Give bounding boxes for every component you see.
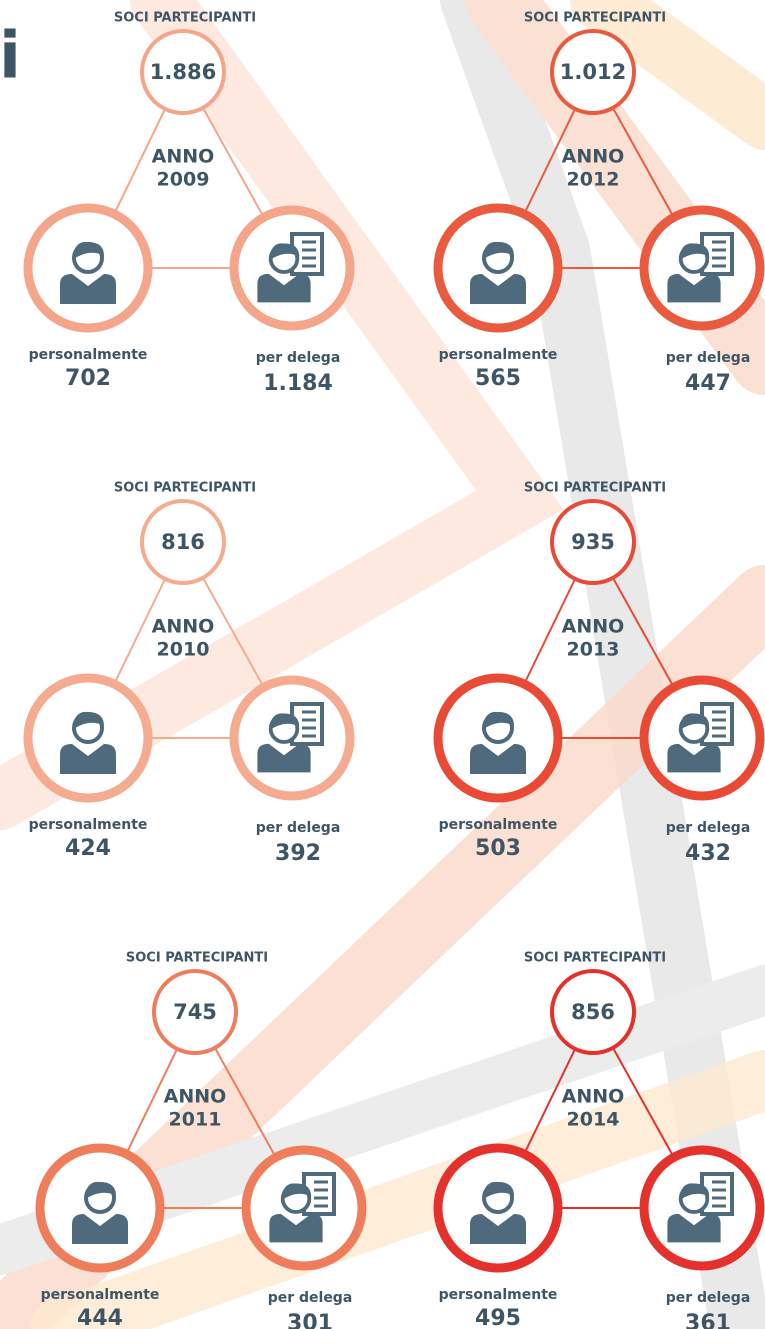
anno-label: ANNO (152, 616, 215, 638)
left-label: personalmente (41, 1287, 160, 1303)
total-value: 816 (161, 530, 205, 554)
right-label: per delega (666, 820, 751, 836)
person-hair (72, 241, 104, 260)
person-body (60, 744, 116, 774)
person-hair (268, 713, 300, 731)
year: 2013 (567, 639, 620, 661)
left-label: personalmente (439, 817, 558, 833)
person-hair (678, 243, 710, 261)
person-hair (482, 711, 514, 730)
left-label: personalmente (29, 817, 148, 833)
left-value: 702 (65, 366, 111, 391)
title-fragment: i (0, 20, 21, 94)
total-value: 856 (571, 1000, 615, 1024)
person-hair (678, 713, 710, 731)
person-body (72, 1214, 128, 1244)
heading: SOCI PARTECIPANTI (114, 481, 256, 496)
person-body (257, 273, 311, 303)
anno-label: ANNO (164, 1086, 227, 1108)
right-value: 432 (685, 841, 731, 866)
total-circle (152, 969, 238, 1055)
left-value: 503 (475, 836, 521, 861)
person-hair (482, 241, 514, 260)
total-circle (140, 29, 226, 115)
right-label: per delega (666, 1290, 751, 1306)
year: 2009 (157, 169, 210, 191)
person-body (470, 1214, 526, 1244)
left-label: personalmente (439, 347, 558, 363)
total-value: 1.012 (560, 60, 626, 84)
right-label: per delega (666, 350, 751, 366)
person-hair (268, 243, 300, 261)
person-hair (678, 1183, 710, 1201)
person-body (257, 743, 311, 773)
left-label: personalmente (29, 347, 148, 363)
year: 2010 (157, 639, 210, 661)
right-value: 447 (685, 371, 731, 396)
year: 2011 (169, 1109, 222, 1131)
person-hair (482, 1181, 514, 1200)
person-hair (84, 1181, 116, 1200)
right-label: per delega (256, 350, 341, 366)
left-label: personalmente (439, 1287, 558, 1303)
person-body (470, 274, 526, 304)
total-circle (550, 499, 636, 585)
left-value: 495 (475, 1306, 521, 1329)
person-body (667, 1213, 721, 1243)
total-value: 1.886 (150, 60, 216, 84)
total-value: 935 (571, 530, 615, 554)
anno-label: ANNO (562, 1086, 625, 1108)
right-value: 1.184 (263, 371, 333, 396)
anno-label: ANNO (152, 146, 215, 168)
person-body (60, 274, 116, 304)
right-label: per delega (256, 820, 341, 836)
year: 2014 (567, 1109, 620, 1131)
total-circle (550, 29, 636, 115)
left-value: 565 (475, 366, 521, 391)
anno-label: ANNO (562, 616, 625, 638)
right-value: 361 (685, 1311, 731, 1329)
person-body (470, 744, 526, 774)
year: 2012 (567, 169, 620, 191)
person-body (667, 273, 721, 303)
right-label: per delega (268, 1290, 353, 1306)
person-body (269, 1213, 323, 1243)
person-hair (280, 1183, 312, 1201)
right-value: 301 (287, 1311, 333, 1329)
person-hair (72, 711, 104, 730)
heading: SOCI PARTECIPANTI (524, 481, 666, 496)
total-circle (550, 969, 636, 1055)
total-circle (140, 499, 226, 585)
left-value: 444 (77, 1306, 123, 1329)
left-value: 424 (65, 836, 111, 861)
heading: SOCI PARTECIPANTI (126, 951, 268, 966)
anno-label: ANNO (562, 146, 625, 168)
right-value: 392 (275, 841, 321, 866)
person-body (667, 743, 721, 773)
heading: SOCI PARTECIPANTI (524, 11, 666, 26)
heading: SOCI PARTECIPANTI (114, 11, 256, 26)
heading: SOCI PARTECIPANTI (524, 951, 666, 966)
total-value: 745 (173, 1000, 217, 1024)
